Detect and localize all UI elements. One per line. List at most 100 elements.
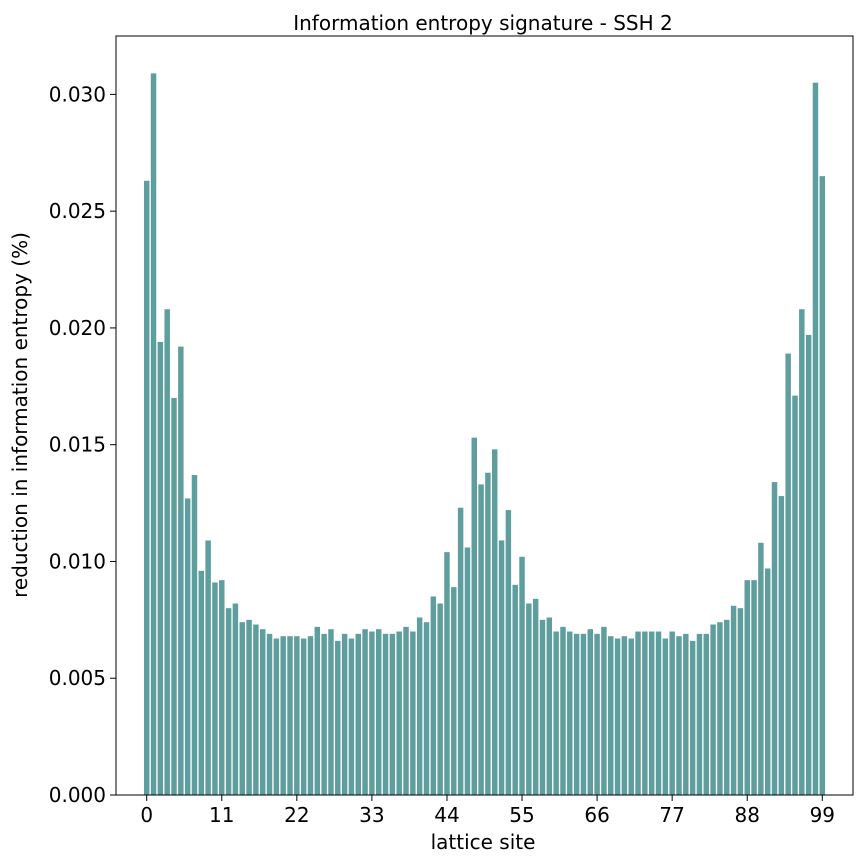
bar-site-24 [307,636,314,795]
bar-site-7 [191,475,198,795]
bar-site-30 [348,638,355,795]
bar-site-32 [362,629,368,795]
bar-site-45 [451,587,457,795]
bar-site-29 [341,633,348,795]
bar-site-87 [737,608,744,795]
x-tick-label: 22 [284,803,309,827]
bar-site-10 [212,582,218,795]
bar-site-63 [573,633,580,795]
bar-site-13 [232,603,239,795]
bar-site-22 [294,636,300,795]
bar-site-64 [580,633,587,795]
bar-site-20 [280,636,286,795]
x-tick-label: 11 [209,803,234,827]
bar-site-42 [430,596,437,795]
bar-site-83 [710,624,716,795]
bar-site-34 [376,629,382,795]
bar-site-59 [546,617,553,795]
bar-site-69 [614,638,621,795]
bar-site-91 [764,568,771,795]
bar-site-23 [300,638,307,795]
bar-site-66 [594,633,600,795]
bar-site-72 [635,631,641,795]
bar-site-84 [717,622,723,795]
bar-site-67 [601,626,607,795]
bar-site-41 [423,622,430,795]
bar-site-77 [669,631,675,795]
x-tick-label: 88 [735,803,760,827]
x-tick-label: 77 [659,803,684,827]
bar-site-11 [219,580,225,795]
bar-site-96 [799,309,805,795]
bar-site-5 [178,346,184,795]
x-tick-label: 0 [140,803,153,827]
bar-site-31 [355,633,361,795]
bar-site-70 [621,636,628,795]
bar-site-86 [730,605,737,795]
bar-site-58 [539,619,546,795]
bar-site-35 [382,633,389,795]
y-axis: 0.000 0.005 0.010 0.015 0.020 0.025 0.030 [49,82,116,807]
bar-site-27 [328,629,334,795]
bar-site-1 [150,73,157,796]
y-tick-label: 0.000 [49,783,106,807]
bar-site-65 [587,629,593,795]
bar-site-3 [164,309,170,795]
bar-site-80 [689,640,696,795]
bar-site-93 [778,496,785,795]
x-tick-label: 55 [509,803,534,827]
bar-site-16 [253,624,259,795]
x-tick-label: 33 [359,803,384,827]
bar-site-74 [648,631,655,795]
bar-site-0 [143,180,150,796]
bar-site-37 [396,631,402,795]
y-tick-label: 0.020 [49,316,106,340]
x-axis-label: lattice site [431,830,536,854]
bar-site-12 [225,608,232,795]
bar-site-49 [478,484,484,795]
bar-site-18 [266,633,273,795]
x-axis: 0 11 22 33 44 55 66 77 88 99 [140,795,835,827]
bar-site-2 [157,341,164,795]
bar-site-19 [273,638,280,795]
bar-site-39 [410,631,416,795]
bar-site-78 [676,636,682,795]
bar-site-50 [485,472,491,795]
bar-site-90 [758,542,764,795]
bar-site-40 [416,617,423,795]
y-tick-label: 0.030 [49,82,106,106]
bars [143,73,826,796]
bar-site-88 [744,580,750,795]
y-tick-label: 0.015 [49,433,106,457]
x-tick-label: 44 [434,803,459,827]
bar-site-98 [812,82,819,795]
chart-title: Information entropy signature - SSH 2 [293,11,673,35]
bar-site-25 [314,626,321,795]
bar-site-76 [662,638,669,795]
bar-site-82 [703,633,710,795]
bar-site-53 [505,510,512,795]
bar-site-47 [464,547,471,795]
bar-site-8 [198,570,205,795]
bar-site-95 [792,395,798,795]
bar-site-33 [369,631,375,795]
bar-site-21 [287,636,293,795]
bar-site-14 [239,622,245,795]
bar-site-73 [642,631,648,795]
bar-site-4 [171,397,177,795]
bar-site-17 [259,629,266,795]
bar-site-55 [519,556,525,795]
bar-site-97 [805,334,812,795]
plot-frame [115,35,854,796]
bar-site-54 [512,584,518,795]
x-tick-label: 66 [584,803,609,827]
bar-site-44 [444,552,450,795]
bar-site-94 [785,353,791,795]
bar-site-36 [389,633,396,795]
bar-site-57 [532,598,539,795]
bar-site-6 [184,498,191,795]
bar-site-46 [457,507,464,795]
y-tick-label: 0.025 [49,199,106,223]
bar-site-9 [205,540,211,795]
bar-site-38 [403,626,409,795]
